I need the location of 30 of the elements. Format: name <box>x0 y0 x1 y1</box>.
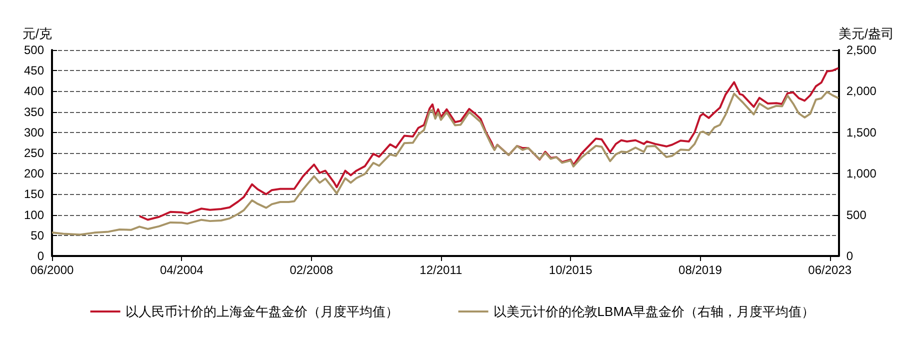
y-tick-label: 0 <box>37 249 44 263</box>
y2-tick-label: 500 <box>846 208 867 222</box>
x-tick-label: 04/2004 <box>160 263 204 277</box>
y-tick-label: 300 <box>24 125 44 140</box>
y-tick-label: 500 <box>24 43 44 57</box>
y-tick-label: 350 <box>24 104 44 119</box>
legend-label: 以美元计价的伦敦LBMA早盘金价（右轴，月度平均值） <box>493 304 815 319</box>
line-series <box>51 90 840 236</box>
y-tick-label: 200 <box>24 166 44 181</box>
y2-tick-label: 0 <box>846 249 854 263</box>
y-tick-label: 400 <box>24 84 44 98</box>
y2-axis-title: 美元/盎司 <box>838 26 894 41</box>
x-tick-label: 10/2015 <box>548 263 593 277</box>
y2-tick-label: 2,500 <box>846 43 877 57</box>
y-tick-label: 250 <box>24 146 44 160</box>
x-tick-label: 06/2023 <box>808 263 852 277</box>
y-tick-label: 50 <box>30 228 44 242</box>
line-series <box>138 67 840 221</box>
y2-tick-label: 1,500 <box>846 125 877 140</box>
y-tick-label: 100 <box>24 208 44 222</box>
y2-tick-label: 2,000 <box>846 84 877 98</box>
y-tick-label: 450 <box>24 64 44 78</box>
x-tick-label: 08/2019 <box>678 263 722 277</box>
x-tick-label: 02/2008 <box>290 263 334 277</box>
x-tick-label: 12/2011 <box>420 263 462 277</box>
x-tick-label: 06/2000 <box>30 263 74 277</box>
y-tick-label: 150 <box>24 187 44 202</box>
y2-tick-label: 1,000 <box>846 166 877 181</box>
y-axis-title: 元/克 <box>22 26 52 41</box>
legend-label: 以人民币计价的上海金午盘金价（月度平均值） <box>125 304 398 319</box>
